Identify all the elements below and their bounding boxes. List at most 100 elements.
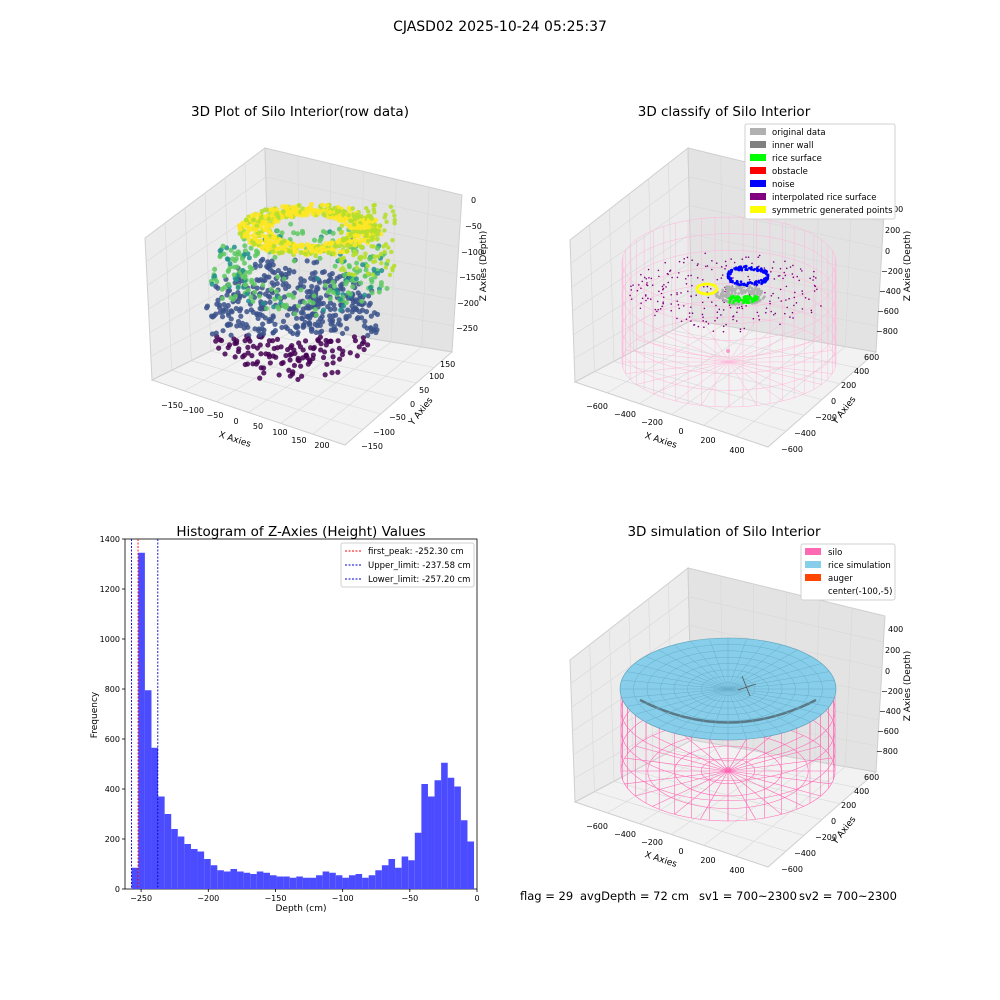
cloud-point (236, 251, 242, 257)
auger-line (741, 675, 751, 697)
cloud-point (217, 337, 223, 343)
rice-mesh-spoke (727, 663, 822, 690)
cloud-point (349, 309, 355, 315)
symmetric-point (711, 291, 715, 295)
cloud-point (367, 300, 373, 306)
cloud-point (280, 282, 286, 288)
histogram-bar (151, 747, 159, 889)
plot4-legend: silo rice simulation auger center(-100,-… (800, 543, 896, 601)
symmetric-point (695, 287, 699, 290)
cloud-point (327, 287, 333, 293)
histogram-legend: first_peak: -252.30 cm Upper_limit: -237… (340, 542, 475, 588)
cloud-point (300, 230, 306, 236)
histogram-y-tick-label: 200 (105, 835, 120, 844)
plot2-ztick: 400 (888, 205, 903, 214)
histogram-y-tick-label: 1000 (100, 635, 120, 644)
cloud-point (291, 258, 297, 264)
cloud-point (271, 304, 277, 310)
interpolated-point (801, 293, 804, 295)
cloud-point (351, 229, 356, 234)
plot4-ztick: 200 (885, 646, 900, 655)
interpolated-point (701, 301, 704, 304)
plot4-xtick: 0 (678, 847, 683, 856)
cloud-point (258, 351, 264, 357)
rice-surface-point (734, 296, 738, 300)
histogram-bar (375, 870, 382, 889)
cloud-point (257, 311, 263, 317)
cloud-point (229, 309, 235, 315)
cloud-point (287, 352, 293, 358)
plot2-ytick: −400 (794, 429, 816, 438)
silo-spoke (728, 322, 783, 363)
cloud-point (360, 335, 366, 341)
status-avg-depth: avgDepth = 72 cm (580, 889, 689, 903)
status-flag: flag = 29 (520, 889, 573, 903)
interpolated-point (638, 284, 640, 286)
cloud-point (392, 213, 397, 218)
cloud-point (359, 340, 366, 347)
interpolated-point (751, 262, 753, 265)
interpolated-point (799, 268, 802, 270)
cloud-point (296, 203, 302, 208)
noise-point (755, 269, 759, 272)
cloud-point (340, 249, 346, 255)
cloud-point (259, 326, 265, 332)
cloud-point (332, 205, 338, 211)
cloud-point (324, 361, 330, 367)
interpolated-point (711, 260, 713, 262)
interpolated-point (773, 278, 776, 280)
cloud-point (369, 216, 374, 221)
cloud-point (265, 342, 271, 348)
interpolated-point (645, 299, 647, 302)
cloud-point (256, 277, 262, 284)
symmetric-point (711, 283, 715, 287)
interpolated-point (680, 292, 682, 294)
legend-upper-limit: Upper_limit: -237.58 cm (368, 561, 471, 571)
interpolated-point (688, 312, 691, 314)
noise-point (728, 278, 732, 282)
cloud-point (264, 248, 270, 253)
silo-spoke (652, 735, 729, 772)
silo-spoke (635, 745, 729, 772)
interpolated-point (770, 270, 772, 273)
interpolated-point (757, 315, 760, 317)
cloud-point (369, 237, 375, 243)
status-sv2: sv2 = 700~2300 (799, 889, 897, 903)
rice-mesh-spoke (626, 688, 729, 707)
histogram-bar (454, 786, 461, 889)
cloud-point (266, 318, 272, 325)
cloud-point (242, 361, 248, 368)
cloud-point (266, 222, 272, 228)
interpolated-point (703, 307, 706, 310)
interpolated-point (779, 267, 782, 270)
cloud-point (342, 268, 347, 273)
interpolated-point (810, 309, 813, 312)
cloud-point (304, 212, 310, 218)
cloud-point (350, 284, 356, 290)
cloud-point (339, 352, 345, 358)
plot2-ytick: −200 (815, 413, 837, 422)
interpolated-point (785, 285, 788, 288)
rice-surface-point (739, 298, 743, 302)
cloud-point (311, 293, 317, 299)
interpolated-point (732, 315, 734, 318)
cloud-point (306, 320, 312, 326)
cloud-point (328, 321, 334, 327)
histogram-bar (460, 820, 468, 889)
interpolated-point (791, 273, 794, 275)
cloud-point (362, 254, 368, 260)
interpolated-point (816, 288, 818, 291)
cloud-point (284, 209, 290, 215)
noise-point (739, 280, 743, 284)
rice-mesh-spoke (621, 679, 729, 690)
cloud-point (372, 202, 377, 208)
plot4-ytick: −200 (815, 833, 837, 842)
interpolated-point (740, 305, 743, 308)
cloud-point (219, 295, 225, 301)
interpolated-point (656, 300, 659, 303)
silo-spoke (727, 745, 821, 772)
plot4-ztick: −200 (881, 687, 903, 696)
cloud-point (209, 281, 215, 287)
original-point (753, 301, 757, 305)
interpolated-point (697, 325, 700, 328)
